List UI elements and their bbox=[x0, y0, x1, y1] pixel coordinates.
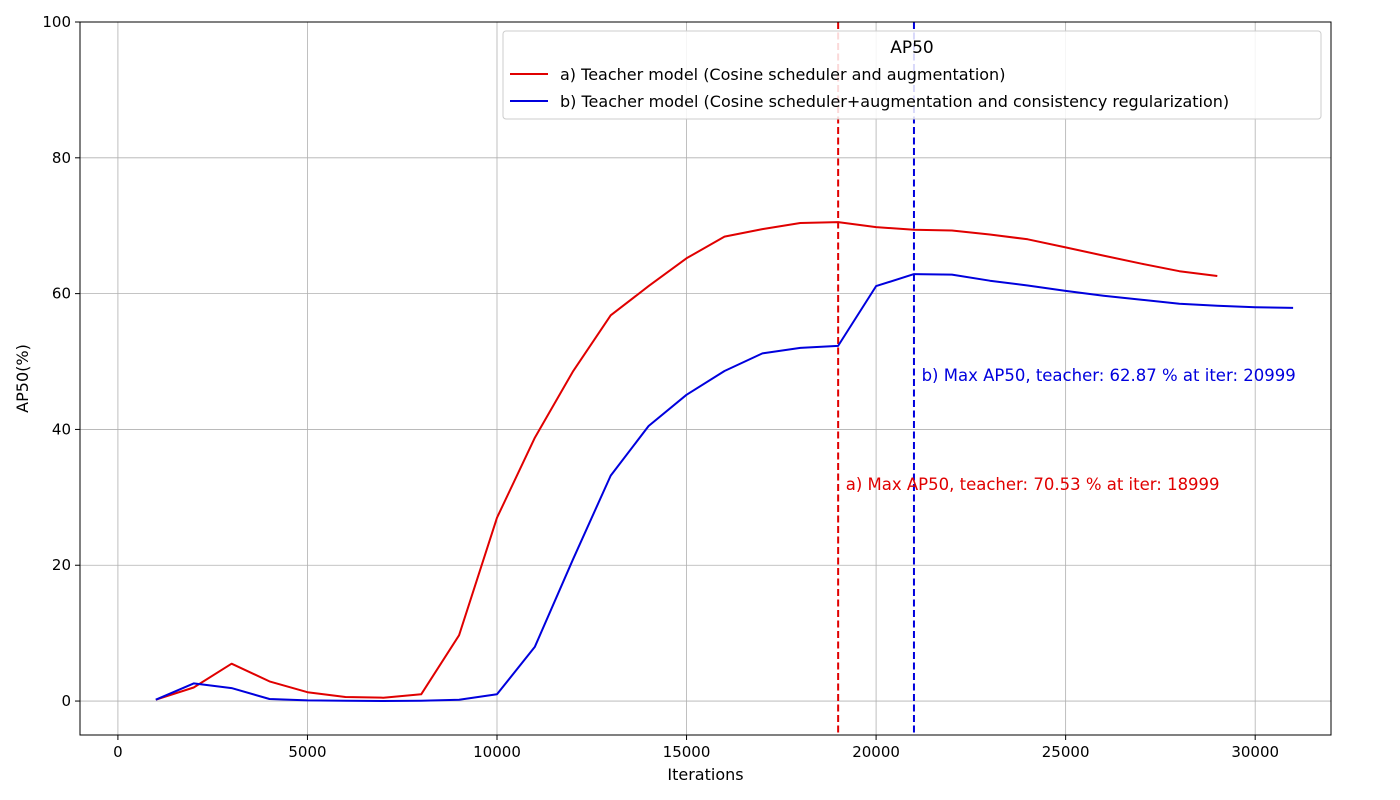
y-tick-label: 0 bbox=[61, 692, 71, 710]
y-tick-label: 80 bbox=[52, 149, 71, 167]
legend: AP50 a) Teacher model (Cosine scheduler … bbox=[502, 30, 1322, 120]
legend-title: AP50 bbox=[890, 38, 934, 58]
y-tick-label: 100 bbox=[42, 13, 71, 31]
x-tick-label: 15000 bbox=[663, 743, 711, 761]
series-line-a bbox=[155, 221, 1218, 701]
x-tick-label: 0 bbox=[113, 743, 123, 761]
legend-box bbox=[502, 30, 1322, 120]
x-tick-label: 10000 bbox=[473, 743, 521, 761]
axis-ticks: 0 5000 10000 15000 20000 25000 30000 0 20 40 60 80 1… bbox=[42, 13, 1279, 761]
y-tick-label: 60 bbox=[52, 285, 71, 303]
max-annotation-b: b) Max AP50, teacher: 62.87 % at iter: 2… bbox=[922, 366, 1296, 385]
legend-entry-a: a) Teacher model (Cosine scheduler and a… bbox=[560, 65, 1005, 84]
plot-frame bbox=[79, 21, 1332, 736]
x-tick-label: 5000 bbox=[288, 743, 326, 761]
x-tick-label: 25000 bbox=[1042, 743, 1090, 761]
annotations: b) Max AP50, teacher: 62.87 % at iter: 2… bbox=[846, 366, 1296, 494]
max-markers bbox=[837, 22, 915, 735]
series-line-b bbox=[155, 273, 1294, 702]
legend-entry-b: b) Teacher model (Cosine scheduler+augme… bbox=[560, 92, 1229, 111]
x-tick-label: 30000 bbox=[1231, 743, 1279, 761]
max-annotation-a: a) Max AP50, teacher: 70.53 % at iter: 1… bbox=[846, 475, 1220, 494]
y-tick-label: 20 bbox=[52, 556, 71, 574]
y-tick-label: 40 bbox=[52, 420, 71, 438]
series-lines bbox=[155, 221, 1294, 702]
x-axis-label: Iterations bbox=[667, 765, 743, 784]
y-axis-label: AP50(%) bbox=[13, 344, 32, 413]
x-tick-label: 20000 bbox=[852, 743, 900, 761]
